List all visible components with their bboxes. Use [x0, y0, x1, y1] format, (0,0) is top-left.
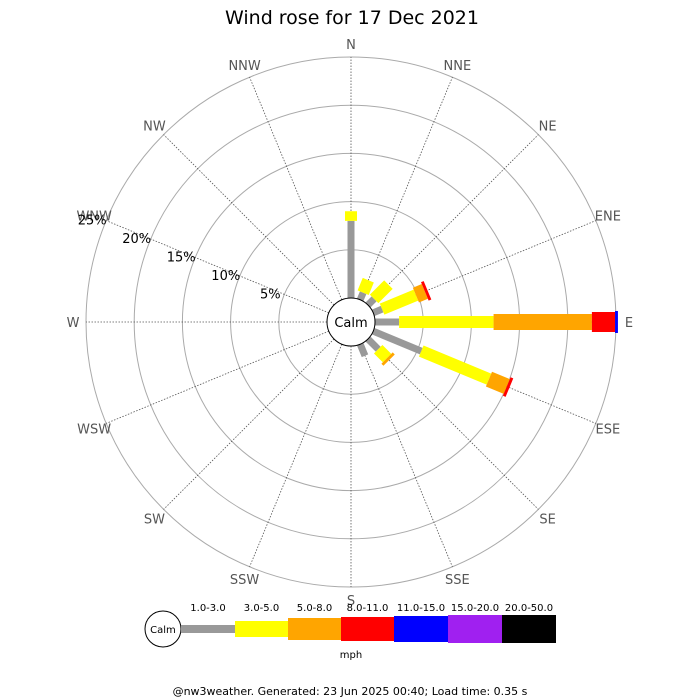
spoke-nne [359, 77, 453, 300]
footer-text: @nw3weather. Generated: 23 Jun 2025 00:4… [173, 685, 528, 698]
legend-swatch-4 [341, 617, 394, 641]
spoke-wsw [106, 330, 329, 424]
legend-swatch-5 [394, 616, 448, 642]
calm-center: Calm [326, 297, 376, 347]
direction-label-nw: NW [143, 119, 166, 134]
radial-tick-label-5: 25% [78, 214, 107, 229]
spoke-sw [163, 338, 335, 510]
legend-unit-label: mph [340, 650, 362, 661]
direction-label-se: SE [539, 513, 555, 528]
direction-label-sse: SSE [445, 573, 470, 588]
direction-label-ene: ENE [595, 210, 621, 225]
bar-ene-bin-1 [371, 305, 384, 317]
legend-label-4: 8.0-11.0 [347, 603, 389, 614]
spoke-wnw [106, 220, 329, 314]
spoke-nnw [249, 77, 343, 300]
direction-label-nne: NNE [444, 59, 472, 74]
legend-label-6: 15.0-20.0 [451, 603, 499, 614]
calm-circle [326, 297, 376, 347]
direction-label-sw: SW [144, 513, 165, 528]
bar-ene-bin-2 [379, 289, 419, 315]
legend-swatch-6 [448, 615, 502, 643]
spoke-ssw [249, 344, 343, 567]
bar-se-bin-1 [365, 336, 381, 352]
bar-ese-bin-2 [418, 345, 492, 385]
direction-label-w: W [67, 316, 80, 331]
bar-ene-bin-3 [412, 284, 428, 303]
bar-nne-bin-2 [357, 277, 374, 295]
spoke-nw [163, 134, 335, 306]
direction-label-s: S [347, 594, 355, 609]
bar-nne-bin-1 [356, 291, 367, 302]
bar-ese-bin-3 [485, 371, 510, 394]
direction-label-ne: NE [539, 119, 557, 134]
legend-swatch-2 [235, 621, 288, 637]
direction-label-ese: ESE [595, 422, 620, 437]
legend-calm-label: Calm [150, 625, 176, 636]
direction-label-wnw: WNW [76, 210, 112, 225]
radial-tick-label-4: 20% [122, 232, 151, 247]
legend-swatch-1 [181, 625, 235, 633]
spoke-sse [359, 344, 453, 567]
wind-bars [345, 211, 618, 397]
direction-labels: N NNE NE ENE E ESE SE SSE S SSW SW WSW W WNW NW NNW [67, 38, 634, 609]
bar-se-bin-2 [373, 344, 392, 363]
speed-legend: Calm mph 1.0-3.0 3.0-5.0 5.0-8.0 8.0-11.0 11… [144, 603, 556, 661]
bar-ese-bin-4 [502, 377, 514, 397]
radial-tick-label-1: 5% [260, 287, 281, 302]
spoke-ne [367, 134, 539, 306]
spoke-se [367, 338, 539, 510]
radial-tick-labels: 5% 10% 15% 20% 25% [78, 214, 281, 303]
calm-label: Calm [334, 316, 367, 331]
direction-label-e: E [625, 316, 633, 331]
bar-ne-bin-2 [369, 280, 393, 304]
bar-sse-bin-1 [356, 342, 369, 358]
bar-se-bin-3 [381, 352, 395, 366]
legend-label-1: 1.0-3.0 [190, 603, 225, 614]
direction-label-ssw: SSW [230, 573, 260, 588]
bar-ese-bin-1 [371, 327, 423, 355]
radial-tick-label-3: 15% [167, 250, 196, 265]
bar-ne-bin-1 [365, 296, 377, 308]
direction-label-n: N [346, 38, 356, 53]
legend-swatch-7 [502, 615, 556, 643]
legend-swatch-3 [288, 618, 341, 640]
direction-label-nnw: NNW [228, 59, 260, 74]
legend-label-2: 3.0-5.0 [244, 603, 279, 614]
direction-label-wsw: WSW [77, 422, 111, 437]
legend-label-7: 20.0-50.0 [505, 603, 553, 614]
bar-ene-bin-4 [421, 281, 432, 301]
legend-label-3: 5.0-8.0 [297, 603, 332, 614]
legend-label-5: 11.0-15.0 [397, 603, 445, 614]
radial-tick-label-2: 10% [211, 269, 240, 284]
chart-title: Wind rose for 17 Dec 2021 [225, 7, 479, 29]
